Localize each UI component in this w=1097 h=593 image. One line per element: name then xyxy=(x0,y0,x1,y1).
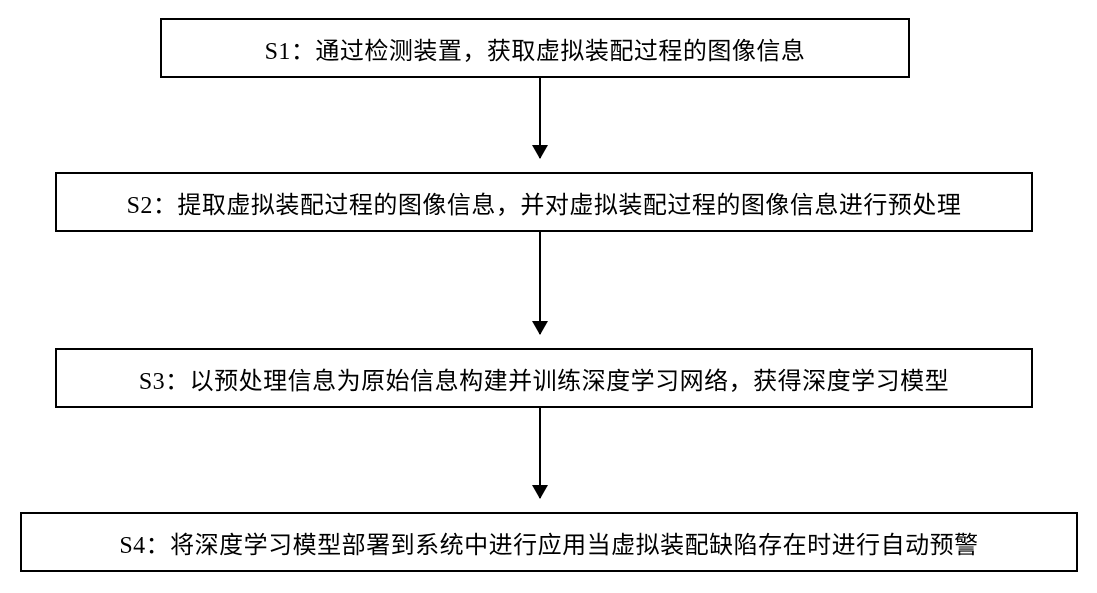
flowchart-arrow-s1-s2 xyxy=(539,78,541,158)
flowchart-node-s4-label: S4：将深度学习模型部署到系统中进行应用当虚拟装配缺陷存在时进行自动预警 xyxy=(119,525,978,560)
flowchart-node-s1-label: S1：通过检测装置，获取虚拟装配过程的图像信息 xyxy=(265,31,806,66)
flowchart-node-s3-label: S3：以预处理信息为原始信息构建并训练深度学习网络，获得深度学习模型 xyxy=(139,361,949,396)
flowchart-node-s4: S4：将深度学习模型部署到系统中进行应用当虚拟装配缺陷存在时进行自动预警 xyxy=(20,512,1078,572)
flowchart-arrow-s2-s3 xyxy=(539,232,541,334)
flowchart-node-s3: S3：以预处理信息为原始信息构建并训练深度学习网络，获得深度学习模型 xyxy=(55,348,1033,408)
flowchart-node-s2-label: S2：提取虚拟装配过程的图像信息，并对虚拟装配过程的图像信息进行预处理 xyxy=(127,185,962,220)
flowchart-node-s2: S2：提取虚拟装配过程的图像信息，并对虚拟装配过程的图像信息进行预处理 xyxy=(55,172,1033,232)
flowchart-arrow-s3-s4 xyxy=(539,408,541,498)
flowchart-container: S1：通过检测装置，获取虚拟装配过程的图像信息 S2：提取虚拟装配过程的图像信息… xyxy=(0,0,1097,593)
flowchart-node-s1: S1：通过检测装置，获取虚拟装配过程的图像信息 xyxy=(160,18,910,78)
